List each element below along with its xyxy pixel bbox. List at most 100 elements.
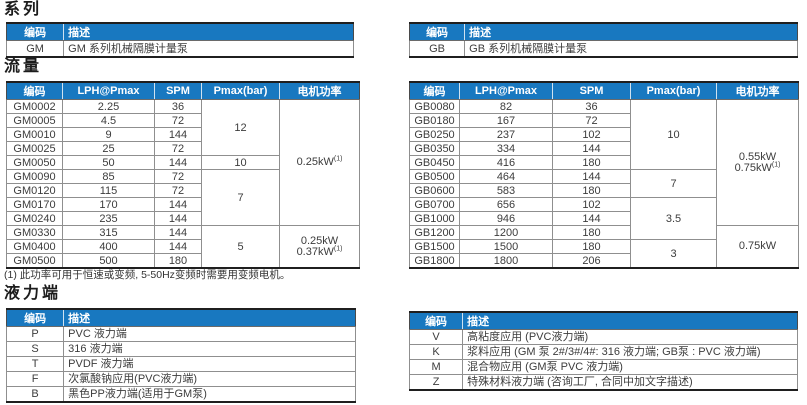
- lph-cell: 464: [459, 169, 553, 184]
- power-cell: 0.25kW(1): [279, 99, 360, 226]
- header-row: 编码 描述: [409, 23, 798, 41]
- code-cell: GB0180: [409, 113, 460, 128]
- section-title-hydraulic: 液力端: [4, 285, 62, 302]
- lph-cell: 85: [62, 169, 155, 184]
- power-column-header: 电机功率: [716, 82, 799, 100]
- code-cell: B: [5, 386, 65, 403]
- description-cell: 特殊材料液力端 (咨询工厂, 合同中加文字描述): [462, 374, 798, 391]
- spm-cell: 144: [552, 169, 631, 184]
- code-cell: F: [5, 371, 65, 387]
- pmax-cell: 10: [201, 155, 280, 170]
- lph-cell: 50: [62, 155, 155, 170]
- code-cell: GM0050: [6, 155, 63, 170]
- code-column-header: 编码: [6, 82, 63, 100]
- lph-cell: 170: [62, 197, 155, 212]
- power-cell: 0.75kW: [716, 225, 799, 269]
- table-row: GM0500 500 180: [6, 253, 360, 269]
- spm-cell: 180: [552, 183, 631, 198]
- table-row: M 混合物应用 (GM泵 PVC 液力端): [408, 359, 798, 375]
- code-cell: GB0450: [409, 155, 460, 170]
- spm-cell: 102: [552, 127, 631, 142]
- power-cell: 0.55kW 0.75kW(1): [716, 99, 799, 226]
- spm-cell: 72: [154, 141, 202, 156]
- lph-cell: 416: [459, 155, 553, 170]
- power-footnote-marker: (1): [771, 160, 781, 168]
- table-row: GM0050 50 144 10: [6, 155, 360, 170]
- lph-cell: 82: [459, 99, 553, 114]
- lph-cell: 400: [62, 239, 155, 254]
- code-cell: GM0400: [6, 239, 63, 254]
- description-cell: GM 系列机械隔膜计量泵: [63, 40, 354, 58]
- table-row: F 次氯酸钠应用(PVC液力端): [5, 371, 356, 387]
- lph-cell: 1200: [459, 225, 553, 240]
- lph-cell: 115: [62, 183, 155, 198]
- table-row: GM0170 170 144: [6, 197, 360, 212]
- code-cell: GM0025: [6, 141, 63, 156]
- power-column-header: 电机功率: [279, 82, 360, 100]
- code-column-header: 编码: [6, 23, 64, 41]
- power-footnote-marker: (1): [333, 155, 343, 163]
- description-cell: 混合物应用 (GM泵 PVC 液力端): [462, 359, 798, 375]
- spm-cell: 144: [154, 239, 202, 254]
- header-row: 编码 描述: [6, 309, 356, 327]
- spm-cell: 180: [552, 239, 631, 254]
- table-row: GB0700 656 102 3.5: [409, 197, 799, 240]
- lph-column-header: LPH@Pmax: [459, 82, 553, 100]
- spm-cell: 180: [552, 225, 631, 240]
- lph-cell: 1800: [459, 253, 553, 269]
- pmax-cell: 12: [201, 99, 280, 156]
- code-cell: T: [5, 356, 65, 372]
- code-cell: GM: [5, 40, 65, 58]
- flow-gb-table: 编码 LPH@Pmax SPM Pmax(bar) 电机功率 GB0080 82 36 10 0.…: [409, 81, 799, 269]
- description-cell: 浆料应用 (GM 泵 2#/3#/4#: 316 液力端; GB泵 : PVC …: [462, 344, 798, 360]
- table-row: GB1200 1200 180 0.75kW: [409, 225, 799, 269]
- series-gm-table: 编码 描述 GM GM 系列机械隔膜计量泵: [5, 22, 354, 58]
- table-row: GB1000 946 144: [409, 211, 799, 226]
- code-cell: GB: [408, 40, 466, 58]
- description-cell: PVC 液力端: [63, 326, 356, 342]
- code-cell: GM0005: [6, 113, 63, 128]
- lph-cell: 2.25: [62, 99, 155, 114]
- table-row: GB0350 334 144: [409, 141, 799, 156]
- code-column-header: 编码: [409, 23, 465, 41]
- spm-cell: 206: [552, 253, 631, 269]
- table-row: T PVDF 液力端: [5, 356, 356, 372]
- hydraulic-right-table: 编码 描述 V 高粘度应用 (PVC液力端) K 浆料应用 (GM 泵 2#/3#/4#:…: [408, 311, 798, 391]
- code-cell: GB1800: [409, 253, 460, 269]
- code-cell: GB0080: [409, 99, 460, 114]
- lph-cell: 1500: [459, 239, 553, 254]
- code-cell: GB1500: [409, 239, 460, 254]
- lph-cell: 237: [459, 127, 553, 142]
- code-cell: GM0120: [6, 183, 63, 198]
- spm-cell: 144: [154, 127, 202, 142]
- table-row: GM0025 25 72: [6, 141, 360, 156]
- power-footnote-marker: (1): [333, 244, 343, 252]
- lph-cell: 4.5: [62, 113, 155, 128]
- table-row: K 浆料应用 (GM 泵 2#/3#/4#: 316 液力端; GB泵 : PVC…: [408, 344, 798, 360]
- table-row: GB GB 系列机械隔膜计量泵: [408, 40, 798, 58]
- spm-cell: 72: [154, 113, 202, 128]
- code-cell: GM0090: [6, 169, 63, 184]
- description-cell: 316 液力端: [63, 341, 356, 357]
- spm-cell: 144: [154, 197, 202, 212]
- flow-footnote: (1) 此功率可用于恒速或变频, 5-50Hz变频时需要用变频电机。: [4, 269, 291, 281]
- lph-cell: 334: [459, 141, 553, 156]
- pmax-column-header: Pmax(bar): [630, 82, 717, 100]
- table-row: GM0400 400 144: [6, 239, 360, 254]
- power-value: 0.75kW: [738, 240, 777, 252]
- series-gb-table: 编码 描述 GB GB 系列机械隔膜计量泵: [408, 22, 798, 58]
- pmax-cell: 5: [201, 225, 280, 269]
- lph-cell: 25: [62, 141, 155, 156]
- flow-gm-table: 编码 LPH@Pmax SPM Pmax(bar) 电机功率 GM0002 2.25 36 12…: [6, 81, 360, 269]
- description-column-header: 描述: [63, 23, 354, 41]
- table-row: GM0330 315 144 5 0.25kW 0.37kW(1): [6, 225, 360, 269]
- table-row: P PVC 液力端: [5, 326, 356, 342]
- table-row: GB0500 464 144 7: [409, 169, 799, 198]
- spm-cell: 72: [552, 113, 631, 128]
- section-title-flow: 流量: [4, 58, 43, 75]
- pmax-cell: 10: [630, 99, 717, 170]
- code-column-header: 编码: [409, 312, 463, 330]
- power-value: 0.55kW: [738, 150, 777, 163]
- header-row: 编码 描述: [6, 23, 354, 41]
- pmax-cell: 3: [630, 239, 717, 269]
